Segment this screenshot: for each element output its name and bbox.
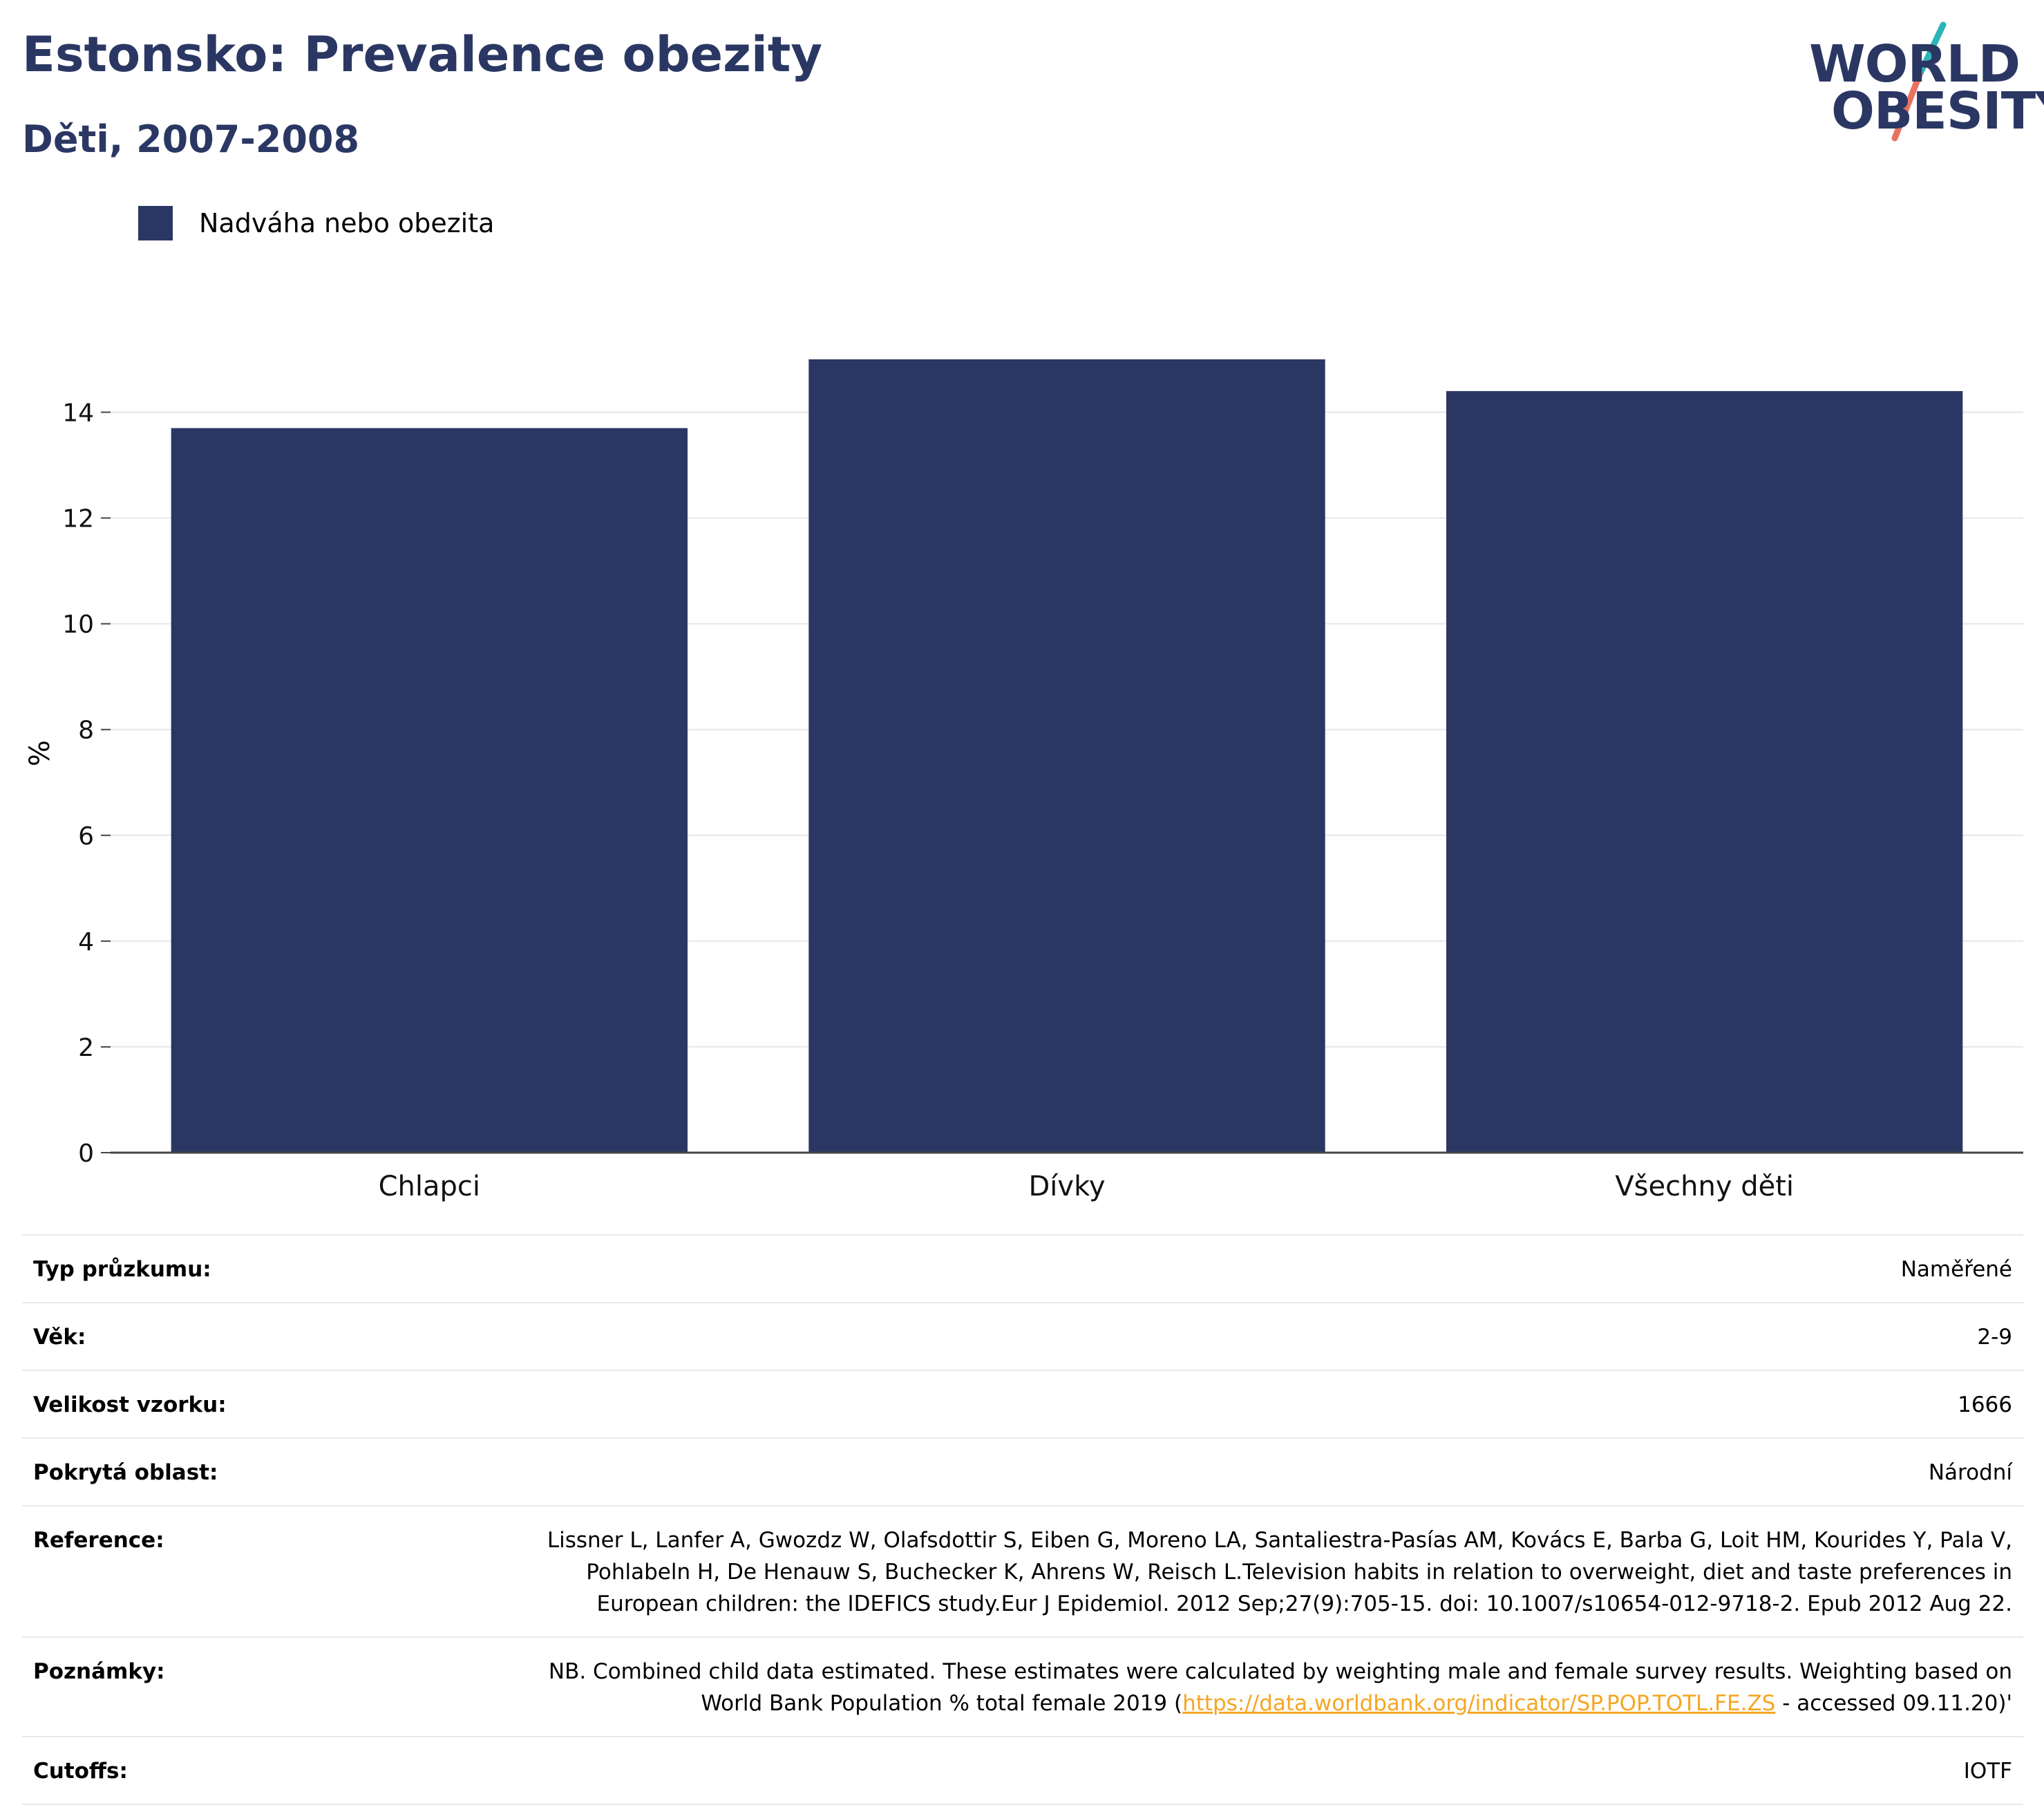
- worldbank-link[interactable]: https://data.worldbank.org/indicator/SP.…: [1182, 1691, 1776, 1716]
- y-tick-label: 10: [62, 611, 94, 639]
- bar: [808, 359, 1325, 1153]
- meta-value: IOTF: [1963, 1759, 2012, 1784]
- y-axis-title: %: [24, 739, 56, 767]
- meta-label: Věk:: [33, 1325, 86, 1350]
- meta-label: Cutoffs:: [33, 1759, 128, 1784]
- survey-metadata-table: Typ průzkumu: Naměřené Věk: 2-9 Velikost…: [22, 1234, 2023, 1805]
- meta-label: Typ průzkumu:: [33, 1257, 211, 1282]
- meta-value: NB. Combined child data estimated. These…: [520, 1656, 2012, 1719]
- logo-slash-icon: [1891, 21, 1947, 142]
- meta-row-sample-size: Velikost vzorku: 1666: [22, 1370, 2023, 1437]
- meta-label: Velikost vzorku:: [33, 1392, 227, 1417]
- meta-row-area: Pokrytá oblast: Národní: [22, 1437, 2023, 1505]
- legend-label: Nadváha nebo obezita: [199, 208, 495, 238]
- logo-text-world: WORLD: [1809, 35, 2021, 94]
- y-tick-label: 6: [78, 822, 94, 851]
- x-tick-label: Chlapci: [379, 1171, 480, 1202]
- meta-row-notes: Poznámky: NB. Combined child data estima…: [22, 1636, 2023, 1736]
- meta-value: Národní: [1928, 1460, 2012, 1485]
- meta-label: Pokrytá oblast:: [33, 1460, 218, 1485]
- page-subtitle: Děti, 2007-2008: [22, 117, 360, 161]
- notes-text: NB. Combined child data estimated. These…: [548, 1659, 2012, 1716]
- y-tick-label: 2: [78, 1034, 94, 1062]
- legend-swatch: [138, 206, 173, 240]
- world-obesity-logo: WORLD OBESITY: [1797, 19, 2044, 144]
- meta-label: Poznámky:: [33, 1659, 165, 1684]
- y-tick-label: 4: [78, 928, 94, 956]
- meta-value: 2-9: [1977, 1325, 2012, 1350]
- y-tick-label: 14: [62, 399, 94, 428]
- logo-text-obesity: OBESITY: [1831, 82, 2044, 141]
- x-tick-label: Všechny děti: [1615, 1171, 1794, 1202]
- meta-label: Reference:: [33, 1528, 164, 1553]
- bar-chart: 0 2 4 6 8 10 12 14 Chlapci Dívky Všechny děti: [62, 359, 2023, 1202]
- y-tick-label: 12: [62, 505, 94, 533]
- meta-value: Lissner L, Lanfer A, Gwozdz W, Olafsdott…: [547, 1528, 2012, 1616]
- meta-row-survey-type: Typ průzkumu: Naměřené: [22, 1234, 2023, 1302]
- bar: [171, 428, 688, 1153]
- meta-row-age: Věk: 2-9: [22, 1302, 2023, 1370]
- page-title: Estonsko: Prevalence obezity: [22, 26, 822, 83]
- notes-text-end: - accessed 09.11.20)': [1775, 1691, 2012, 1716]
- meta-value: Naměřené: [1900, 1257, 2012, 1282]
- meta-value: 1666: [1958, 1392, 2012, 1417]
- bar: [1446, 390, 1963, 1153]
- y-tick-label: 0: [78, 1140, 94, 1168]
- chart-legend: Nadváha nebo obezita: [138, 206, 494, 240]
- meta-row-cutoffs: Cutoffs: IOTF: [22, 1736, 2023, 1805]
- meta-row-reference: Reference: Lissner L, Lanfer A, Gwozdz W…: [22, 1505, 2023, 1636]
- x-tick-label: Dívky: [1029, 1171, 1106, 1202]
- y-tick-label: 8: [78, 717, 94, 745]
